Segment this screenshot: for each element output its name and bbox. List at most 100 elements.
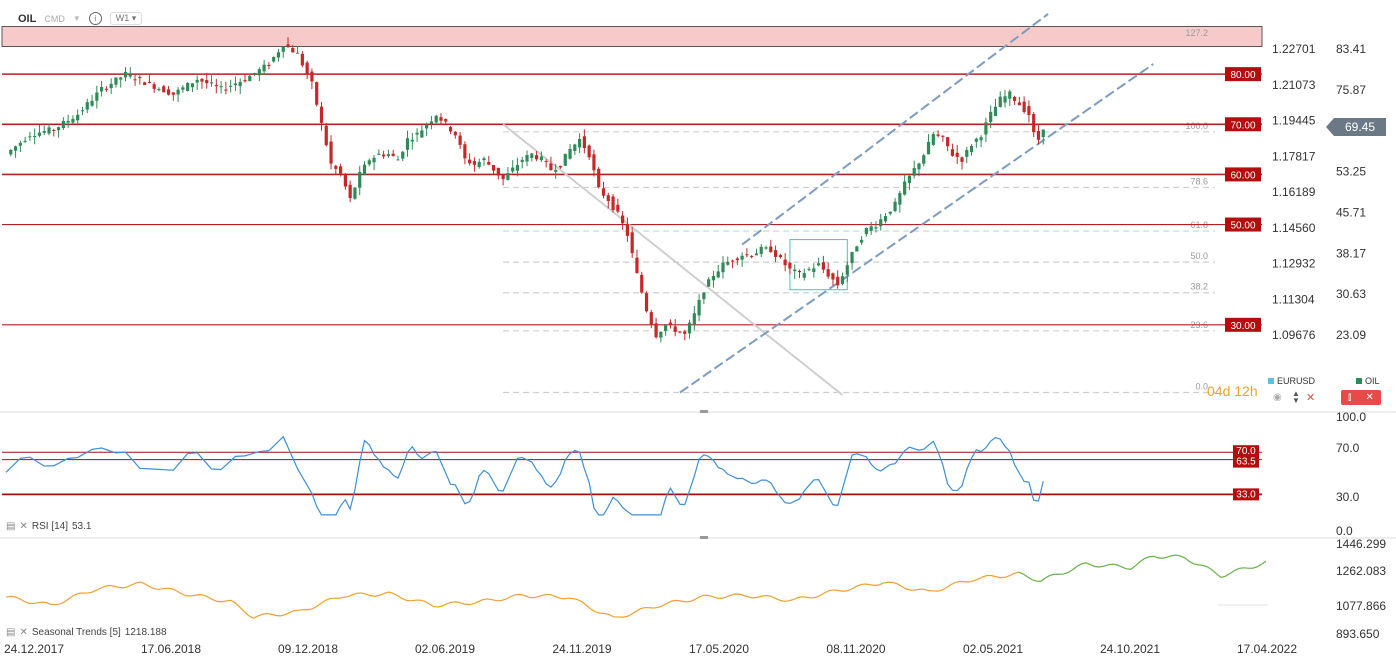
current-price-label: 69.45 — [1345, 120, 1375, 134]
candle-body — [654, 323, 658, 338]
candle-body — [984, 122, 988, 135]
candle-body — [143, 82, 147, 85]
candle-body — [707, 279, 711, 287]
candle-body — [745, 254, 749, 256]
candle-body — [711, 276, 716, 281]
candle-body — [644, 293, 649, 312]
candle-type-icon[interactable]: ⫾ — [1348, 392, 1352, 403]
candle-body — [721, 262, 725, 273]
candle-body — [922, 155, 926, 164]
rsi-level-label: 33.0 — [1236, 489, 1256, 500]
candle-body — [267, 64, 271, 67]
candle-body — [37, 132, 42, 136]
candle-body — [305, 62, 309, 75]
legend-oil[interactable]: OIL — [1356, 376, 1380, 386]
candle-body — [764, 247, 768, 249]
fib-label: 78.6 — [1190, 176, 1208, 186]
candle-body — [840, 276, 845, 284]
candle-body — [396, 159, 400, 161]
candle-body — [883, 216, 888, 222]
candle-body — [965, 149, 969, 157]
candle-body — [348, 184, 352, 199]
countdown-hours-unit: h — [1249, 383, 1258, 399]
x-tick: 17.05.2020 — [689, 642, 749, 656]
candle-body — [463, 144, 467, 159]
candle-body — [295, 52, 300, 54]
candle-body — [573, 144, 577, 151]
rsi-level-tag — [1233, 488, 1259, 501]
close-panel-icon[interactable]: ✕ — [19, 627, 28, 638]
candle-body — [262, 64, 266, 72]
candle-body — [319, 106, 324, 123]
info-icon[interactable]: i — [88, 12, 102, 25]
candle-body — [855, 246, 859, 252]
legend-oil-label: OIL — [1365, 376, 1380, 386]
symbol-label[interactable]: OIL — [18, 12, 37, 25]
panel-menu-icon[interactable]: ▤ — [6, 627, 16, 638]
candle-body — [912, 168, 916, 176]
candle-body — [386, 154, 390, 157]
candle-body — [66, 120, 70, 123]
candle-body — [238, 81, 242, 87]
candle-body — [969, 145, 974, 153]
rsi-y-tick: 100.0 — [1336, 410, 1366, 424]
countdown-days: 04 — [1207, 383, 1223, 399]
panel-menu-icon[interactable]: ▤ — [6, 521, 16, 532]
candle-body — [893, 201, 897, 212]
candle-body — [200, 78, 204, 82]
x-tick: 24.12.2017 — [4, 642, 64, 656]
candle-body — [85, 102, 89, 110]
candle-body — [874, 227, 878, 229]
candle-body — [138, 77, 142, 79]
candle-body — [506, 173, 510, 180]
candle-body — [582, 136, 586, 149]
candles — [9, 37, 1045, 343]
close-panel-icon[interactable]: ✕ — [19, 521, 28, 532]
candle-body — [1003, 96, 1007, 103]
rsi-line — [5, 435, 1044, 516]
legend-eurusd[interactable]: EURUSD — [1268, 376, 1315, 386]
candle-body — [133, 79, 137, 81]
eye-icon[interactable]: ◉ — [1273, 392, 1282, 403]
y-tick-right: 23.09 — [1336, 328, 1366, 342]
candle-body — [544, 161, 548, 163]
reorder-arrows-icon[interactable]: ▲ ▼ — [1292, 389, 1300, 405]
y-tick-right: 83.41 — [1336, 42, 1366, 56]
candle-body — [252, 73, 257, 75]
candle-body — [955, 152, 959, 157]
candle-body — [931, 134, 935, 145]
eurusd-color-swatch — [1268, 378, 1274, 384]
timeframe-select[interactable]: W1 ▾ — [109, 12, 143, 25]
candle-body — [558, 165, 563, 168]
current-price-tag — [1326, 118, 1386, 137]
candle-body — [788, 262, 792, 269]
candle-body — [95, 92, 99, 101]
channel-line — [679, 63, 1154, 394]
candle-body — [310, 71, 314, 82]
seasonal-value: 1218.188 — [124, 627, 167, 638]
candle-body — [960, 157, 964, 162]
level-tag-label: 70.00 — [1230, 120, 1255, 131]
chevron-down-icon[interactable]: ▼ — [72, 14, 81, 23]
candle-body — [104, 88, 108, 90]
close-icon[interactable]: ✕ — [1306, 392, 1316, 404]
series-controls[interactable]: ⫾ ✕ — [1341, 390, 1381, 405]
remove-series-icon[interactable]: ✕ — [1365, 392, 1374, 403]
candle-body — [998, 96, 1002, 107]
candle-body — [1012, 97, 1017, 101]
candle-body — [190, 83, 195, 88]
y-tick-right: 30.63 — [1336, 287, 1366, 301]
candle-body — [472, 161, 477, 165]
candle-body — [692, 313, 696, 325]
candle-body — [664, 324, 668, 331]
candle-body — [482, 158, 486, 161]
candle-body — [195, 79, 199, 83]
candle-body — [444, 119, 448, 122]
y-tick-left: 1.16189 — [1272, 185, 1316, 199]
candle-body — [377, 153, 381, 155]
candle-body — [554, 169, 558, 172]
candle-body — [726, 261, 730, 265]
candle-body — [420, 130, 424, 138]
candle-body — [448, 127, 453, 132]
